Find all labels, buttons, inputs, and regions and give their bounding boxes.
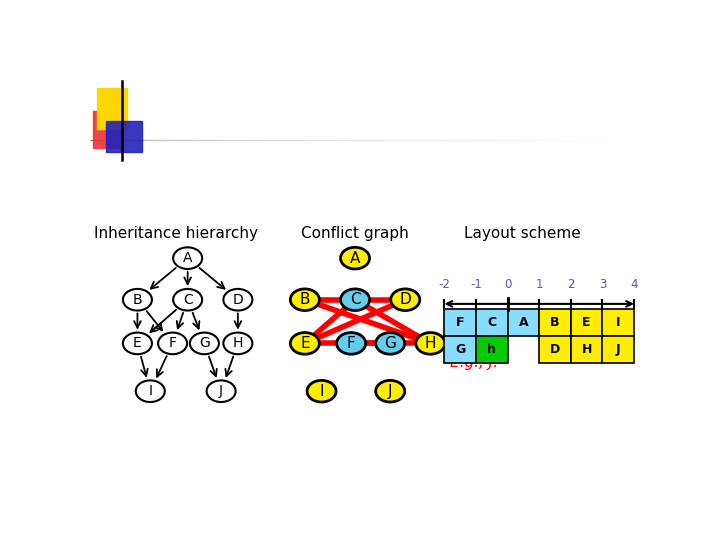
Text: A: A: [183, 251, 192, 265]
Text: -1: -1: [470, 278, 482, 291]
Circle shape: [376, 380, 405, 402]
Bar: [96, 87, 127, 129]
Text: G: G: [384, 336, 396, 351]
Circle shape: [391, 289, 420, 310]
Circle shape: [337, 333, 366, 354]
Text: A: A: [350, 251, 360, 266]
Text: h: h: [487, 343, 496, 356]
Text: Layout scheme: Layout scheme: [464, 226, 581, 241]
Text: H: H: [233, 336, 243, 350]
Text: Inheritance hierarchy: Inheritance hierarchy: [94, 226, 258, 241]
Circle shape: [416, 333, 445, 354]
Text: C: C: [183, 293, 192, 307]
Text: I: I: [616, 316, 621, 329]
Circle shape: [190, 333, 219, 354]
Text: E.g., J:: E.g., J:: [450, 355, 498, 369]
Text: F: F: [456, 316, 464, 329]
Text: J: J: [388, 384, 392, 399]
Text: J: J: [219, 384, 223, 398]
Text: E: E: [300, 336, 310, 351]
Text: D: D: [400, 292, 411, 307]
Circle shape: [123, 289, 152, 310]
Circle shape: [341, 289, 369, 310]
Circle shape: [290, 333, 320, 354]
Text: E: E: [133, 336, 142, 350]
Circle shape: [207, 380, 235, 402]
Circle shape: [136, 380, 165, 402]
Bar: [508, 309, 539, 336]
Circle shape: [376, 333, 405, 354]
Bar: [444, 336, 476, 363]
Bar: [106, 121, 142, 152]
Circle shape: [341, 247, 369, 269]
Text: B: B: [550, 316, 559, 329]
Circle shape: [158, 333, 187, 354]
Text: A: A: [518, 316, 528, 329]
Text: 4: 4: [630, 278, 638, 291]
Circle shape: [223, 333, 253, 354]
Text: H: H: [425, 336, 436, 351]
Circle shape: [223, 289, 253, 310]
Text: Conflict graph: Conflict graph: [301, 226, 409, 241]
Text: 1: 1: [536, 278, 543, 291]
Text: G: G: [455, 343, 465, 356]
Bar: [539, 309, 571, 336]
Text: B: B: [132, 293, 143, 307]
Circle shape: [290, 289, 320, 310]
Bar: [603, 336, 634, 363]
Text: I: I: [148, 384, 152, 398]
Text: 3: 3: [599, 278, 606, 291]
Text: F: F: [347, 336, 356, 351]
Circle shape: [123, 333, 152, 354]
Text: 0: 0: [504, 278, 511, 291]
Bar: [476, 309, 508, 336]
Bar: [93, 111, 124, 148]
Text: G: G: [199, 336, 210, 350]
Text: H: H: [582, 343, 592, 356]
Circle shape: [307, 380, 336, 402]
Text: D: D: [233, 293, 243, 307]
Text: C: C: [487, 316, 496, 329]
Bar: [603, 309, 634, 336]
Text: 2: 2: [567, 278, 575, 291]
Text: -2: -2: [438, 278, 450, 291]
Text: I: I: [320, 384, 324, 399]
Bar: [539, 336, 571, 363]
Bar: [476, 336, 508, 363]
Text: F: F: [168, 336, 176, 350]
Circle shape: [173, 289, 202, 310]
Circle shape: [173, 247, 202, 269]
Bar: [444, 309, 476, 336]
Text: E: E: [582, 316, 591, 329]
Bar: [571, 336, 603, 363]
Text: C: C: [350, 292, 361, 307]
Text: D: D: [550, 343, 560, 356]
Text: J: J: [616, 343, 621, 356]
Text: B: B: [300, 292, 310, 307]
Bar: [571, 309, 603, 336]
